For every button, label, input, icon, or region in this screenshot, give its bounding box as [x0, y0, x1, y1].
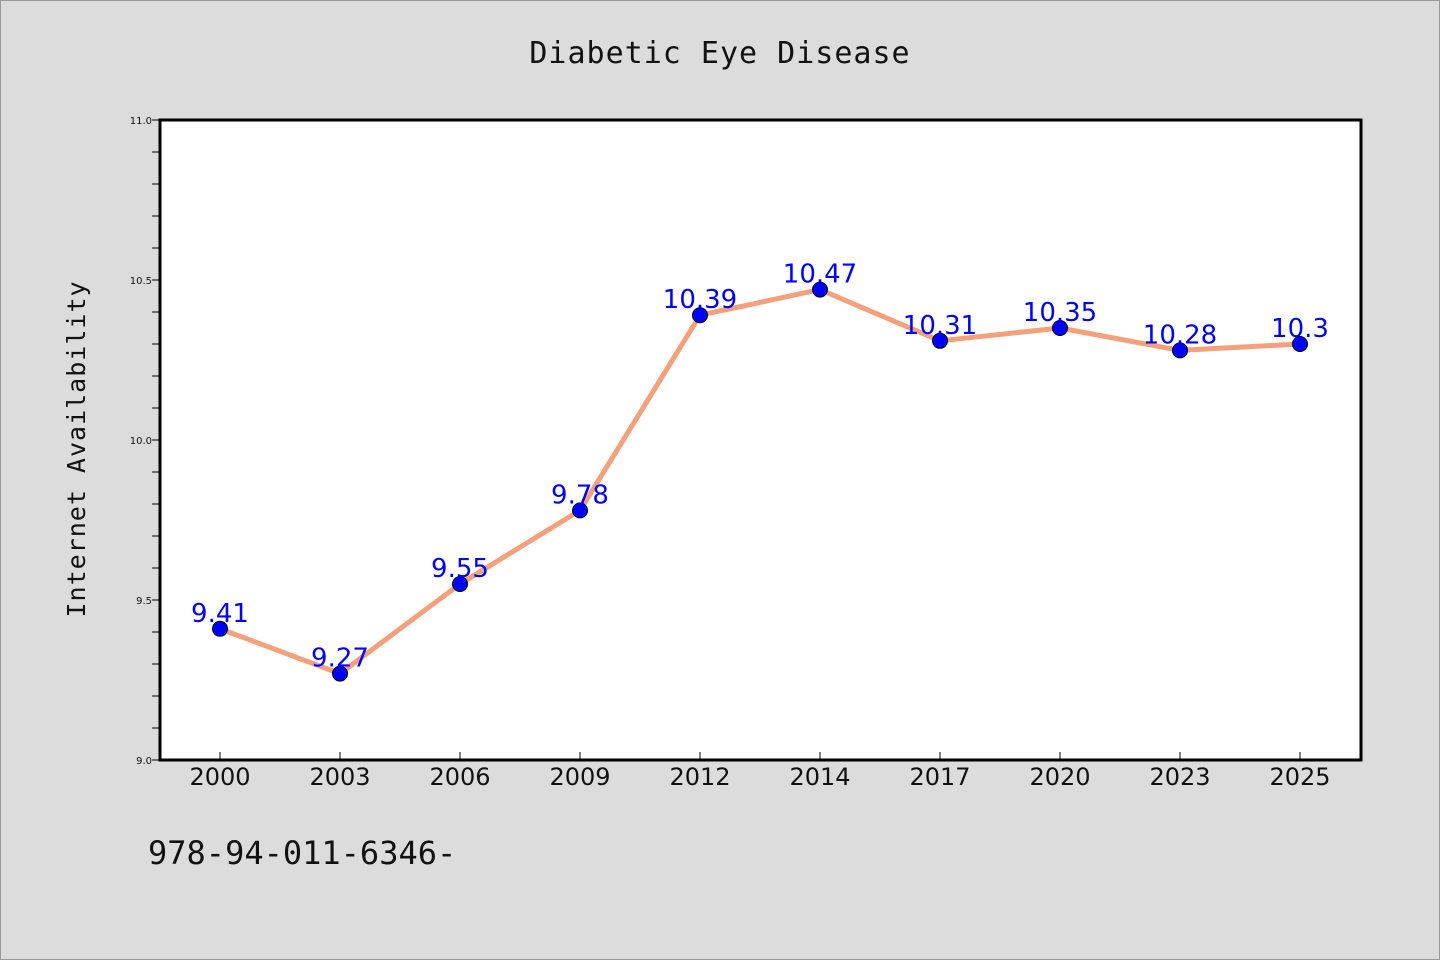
plot-area [158, 118, 1363, 762]
y-tick-label: 10.5 [130, 276, 152, 287]
data-label: 9.78 [551, 480, 609, 510]
data-point-marker [452, 576, 468, 592]
data-label: 10.28 [1143, 320, 1217, 350]
x-tick-label: 2009 [549, 763, 610, 791]
x-tick-label: 2000 [189, 763, 250, 791]
footnote-text: 978-94-011-6346- [148, 834, 456, 872]
data-point-marker [932, 332, 948, 349]
data-label: 10.31 [903, 311, 977, 341]
data-label: 10.35 [1023, 298, 1097, 328]
x-tick-label: 2020 [1029, 763, 1090, 791]
y-tick-label: 9.0 [136, 756, 152, 767]
x-tick-label: 2014 [789, 763, 850, 791]
x-tick-label: 2006 [429, 763, 490, 791]
series-line [217, 287, 1303, 677]
data-point-marker [692, 307, 708, 324]
series-group [212, 281, 1308, 682]
data-label: 10.3 [1271, 314, 1329, 344]
data-label: 10.47 [783, 260, 857, 290]
data-point-marker [572, 502, 588, 519]
x-tick-label: 2025 [1269, 763, 1330, 791]
y-tick-label: 11.0 [130, 116, 152, 127]
data-point-marker [812, 281, 828, 298]
x-tick-label: 2023 [1149, 763, 1210, 791]
data-point-marker [212, 620, 228, 637]
data-point-marker [1292, 336, 1308, 352]
data-label: 9.41 [191, 599, 249, 629]
data-point-marker [1052, 320, 1068, 336]
x-tick-label: 2003 [309, 763, 370, 791]
chart-title: Diabetic Eye Disease [529, 36, 910, 71]
data-point-marker [332, 665, 348, 682]
x-tick-label: 2012 [669, 763, 730, 791]
y-axis-label: Internet Availability [62, 280, 91, 617]
y-tick-label: 9.5 [136, 596, 152, 607]
x-axis: 2000 2003 2006 2009 2012 2014 2017 2020 2023 2025 [189, 752, 1331, 791]
data-label: 10.39 [663, 285, 737, 315]
y-tick-label: 10.0 [130, 436, 152, 447]
x-tick-label: 2017 [909, 763, 970, 791]
data-label: 9.55 [431, 554, 489, 584]
data-point-marker [1172, 342, 1188, 359]
data-labels: 9.41 9.27 9.55 9.78 10.39 10.47 10.31 10.35 10.2… [191, 260, 1329, 674]
data-label: 9.27 [311, 644, 369, 674]
y-axis: 9.0 9.5 10.0 10.5 11.0 [130, 116, 160, 767]
